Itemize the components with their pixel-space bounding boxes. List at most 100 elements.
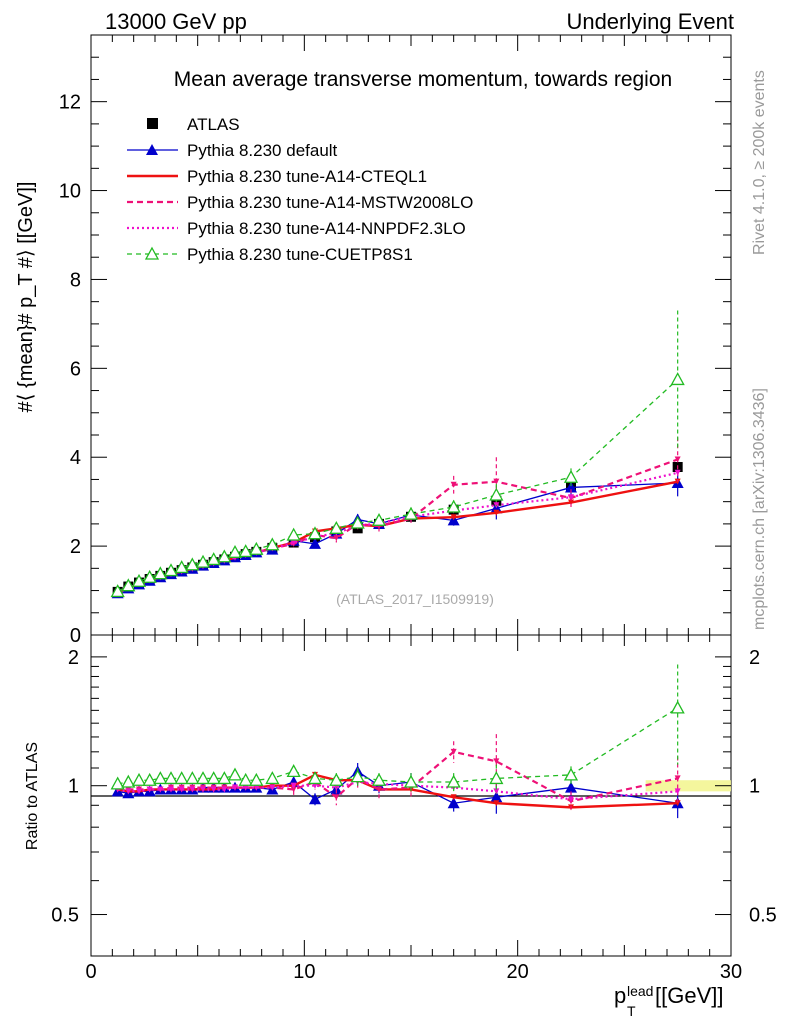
main-marker — [217, 549, 232, 563]
main-series-pythia-8-230-tune-cuetp8s1 — [110, 310, 685, 598]
ratio-marker — [189, 786, 196, 793]
legend-label: ATLAS — [187, 115, 240, 134]
legend-label: Pythia 8.230 tune-A14-NNPDF2.3LO — [187, 219, 466, 238]
main-line-pythia-8-230-tune-a14-cteql1 — [117, 480, 678, 594]
main-y-tick-label: 10 — [59, 181, 81, 203]
ratio-marker — [447, 797, 460, 809]
legend-item: Pythia 8.230 tune-CUETP8S1 — [127, 245, 413, 264]
ratio-marker — [125, 788, 132, 795]
ratio-marker — [253, 784, 260, 791]
main-marker — [142, 569, 157, 583]
main-y-ticks: 0 2 4 6 8 10 12 — [59, 56, 731, 647]
analysis-watermark: (ATLAS_2017_I1509919) — [336, 591, 494, 607]
x-axis-label-unit: [[GeV]] — [655, 983, 723, 1008]
main-marker — [350, 515, 365, 529]
ratio-marker — [131, 772, 147, 786]
main-marker — [121, 578, 136, 592]
ratio-y-tick-label-right: 0.5 — [749, 905, 777, 927]
ratio-marker — [312, 782, 318, 789]
x-axis-label-subscript: T — [627, 1003, 636, 1019]
ratio-plot-panel: 0.5 0.5 1 1 2 2 0 10 20 30 — [51, 634, 777, 983]
main-marker — [670, 372, 685, 386]
main-marker — [290, 539, 297, 546]
main-marker — [206, 552, 221, 566]
x-tick-label: 30 — [720, 961, 742, 983]
ratio-marker — [206, 771, 221, 785]
rivet-version-label: Rivet 4.1.0, ≥ 200k events — [751, 70, 768, 255]
main-marker — [568, 494, 574, 501]
main-marker — [493, 509, 500, 516]
ratio-marker — [333, 794, 340, 801]
x-tick-label: 0 — [85, 961, 96, 983]
ratio-marker — [121, 774, 136, 788]
ratio-marker — [568, 796, 574, 803]
main-marker — [174, 560, 189, 574]
ratio-marker — [200, 786, 206, 793]
main-marker — [333, 535, 340, 542]
main-marker — [110, 584, 125, 598]
main-marker — [329, 520, 344, 534]
main-marker — [403, 506, 419, 520]
main-marker — [563, 469, 579, 483]
ratio-marker — [670, 700, 685, 714]
ratio-marker — [195, 771, 211, 785]
legend-item: Pythia 8.230 tune-A14-CTEQL1 — [127, 167, 427, 186]
legend-label: Pythia 8.230 tune-A14-MSTW2008LO — [187, 193, 473, 212]
ratio-marker — [403, 774, 419, 788]
legend-item: Pythia 8.230 tune-A14-NNPDF2.3LO — [127, 219, 466, 238]
ratio-marker — [217, 771, 232, 785]
main-marker — [185, 557, 200, 571]
main-marker — [286, 527, 301, 541]
ratio-marker — [489, 771, 504, 785]
ratio-marker — [350, 769, 365, 783]
legend-label: Pythia 8.230 tune-CUETP8S1 — [187, 245, 413, 264]
ratio-marker — [146, 786, 153, 793]
main-line-pythia-8-230-tune-a14-mstw2008lo — [117, 458, 679, 594]
ratio-marker — [238, 772, 253, 786]
ratio-uncertainty-band — [645, 780, 731, 792]
ratio-marker — [376, 786, 382, 793]
ratio-marker — [450, 748, 457, 755]
x-axis-label-superscript: lead — [627, 983, 653, 999]
ratio-y-ticks: 0.5 0.5 1 1 2 2 — [51, 647, 777, 927]
main-series-group — [110, 310, 685, 599]
ratio-marker — [168, 786, 174, 793]
main-marker — [227, 544, 243, 558]
plot-title: Mean average transverse momentum, toward… — [174, 68, 672, 91]
main-marker — [238, 544, 253, 558]
legend-label: Pythia 8.230 default — [187, 141, 338, 160]
main-y-tick-label: 8 — [70, 269, 81, 291]
main-marker — [450, 514, 457, 521]
ratio-marker — [142, 772, 157, 786]
main-y-axis-label: #⟨ {mean}# p_T #⟩ [[GeV]] — [15, 182, 37, 413]
main-marker — [674, 469, 681, 476]
collision-label: 13000 GeV pp — [105, 9, 247, 34]
main-marker — [493, 478, 500, 485]
ratio-marker — [232, 784, 238, 791]
main-x-ticks — [90, 35, 732, 635]
legend: ATLAS Pythia 8.230 default Pythia 8.230 tu… — [127, 115, 473, 264]
legend-marker — [144, 246, 160, 260]
main-line-pythia-8-230-default — [117, 482, 678, 594]
ratio-marker — [493, 788, 500, 795]
main-marker — [195, 554, 211, 568]
ratio-marker — [290, 782, 297, 789]
x-axis-label: p T lead [[GeV]] — [614, 983, 723, 1019]
main-series-pythia-8-230-tune-a14-nnpdf2-3lo — [114, 469, 681, 596]
ratio-marker — [563, 767, 579, 781]
main-plot-panel: 0 2 4 6 8 10 12 Mean average transverse moment… — [59, 34, 732, 647]
ratio-series-group — [110, 664, 685, 819]
main-marker — [309, 537, 321, 549]
legend-item: ATLAS — [147, 115, 240, 134]
main-y-tick-label: 6 — [70, 358, 81, 380]
x-tick-label: 10 — [293, 961, 315, 983]
ratio-marker — [674, 775, 681, 782]
legend-item: Pythia 8.230 default — [127, 141, 338, 160]
main-marker — [131, 573, 147, 587]
ratio-marker — [371, 772, 387, 786]
ratio-marker — [450, 794, 457, 801]
ratio-marker — [178, 786, 185, 793]
analysis-label: Underlying Event — [566, 9, 734, 34]
ratio-x-ticks: 0 10 20 30 — [85, 635, 742, 983]
main-marker — [307, 526, 323, 540]
